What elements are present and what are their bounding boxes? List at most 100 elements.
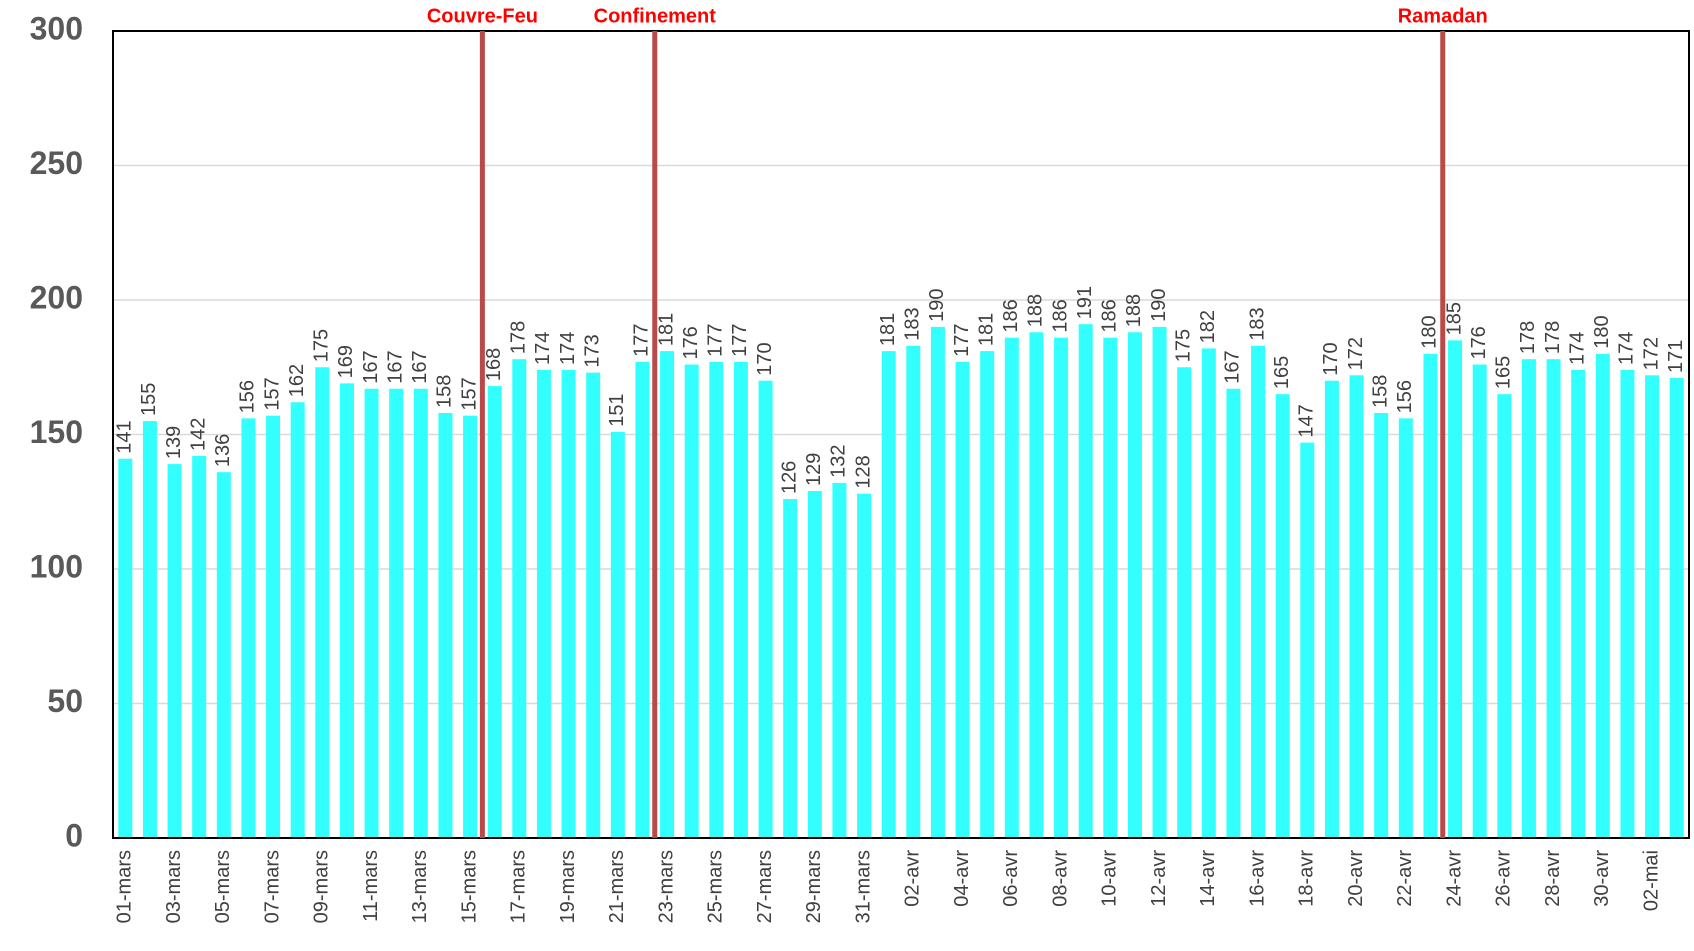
value-label: 141: [114, 420, 136, 453]
value-label: 171: [1665, 340, 1687, 373]
value-label: 168: [483, 348, 505, 381]
bar: [1546, 359, 1561, 838]
value-label: 181: [655, 313, 677, 346]
bar: [930, 326, 945, 838]
bar: [1324, 380, 1339, 838]
value-label: 170: [1320, 342, 1342, 375]
value-label: 183: [902, 307, 924, 340]
bar: [1004, 337, 1019, 838]
x-tick-label: 27-mars: [754, 850, 776, 923]
y-tick-label: 150: [30, 414, 83, 450]
x-tick-label: 16-avr: [1246, 850, 1268, 907]
x-tick-label: 05-mars: [212, 850, 234, 923]
bar: [906, 345, 921, 838]
bar: [1497, 394, 1512, 838]
bar: [1398, 418, 1413, 838]
value-label: 165: [1271, 356, 1293, 389]
bar: [216, 472, 231, 838]
x-tick-label: 23-mars: [655, 850, 677, 923]
bar: [487, 386, 502, 838]
y-tick-label: 50: [47, 683, 83, 719]
value-label: 181: [877, 313, 899, 346]
bar: [1374, 412, 1389, 838]
value-label: 129: [803, 453, 825, 486]
bar: [1029, 332, 1044, 838]
value-label: 170: [754, 342, 776, 375]
bar: [536, 369, 551, 838]
value-label: 167: [1222, 350, 1244, 383]
y-tick-label: 300: [30, 10, 83, 46]
bar: [586, 372, 601, 838]
value-label: 156: [237, 380, 259, 413]
value-label: 162: [286, 364, 308, 397]
bar: [1251, 345, 1266, 838]
value-label: 176: [680, 326, 702, 359]
value-label: 186: [1099, 299, 1121, 332]
bar: [142, 421, 157, 838]
value-label: 167: [409, 350, 431, 383]
value-label: 132: [828, 445, 850, 478]
plot-frame: [112, 30, 1690, 839]
value-label: 186: [1049, 299, 1071, 332]
y-tick-label: 0: [65, 817, 83, 853]
value-label: 178: [1542, 321, 1564, 354]
bar: [758, 380, 773, 838]
value-label: 167: [384, 350, 406, 383]
bar: [1078, 324, 1093, 839]
value-label: 136: [212, 434, 234, 467]
value-label: 188: [1123, 294, 1145, 327]
x-tick-label: 10-avr: [1099, 850, 1121, 907]
bar: [1669, 378, 1684, 838]
value-label: 126: [778, 461, 800, 494]
value-label: 176: [1468, 326, 1490, 359]
value-label: 178: [1517, 321, 1539, 354]
value-label: 147: [1296, 404, 1318, 437]
value-label: 174: [557, 332, 579, 365]
x-tick-label: 19-mars: [557, 850, 579, 923]
value-label: 181: [975, 313, 997, 346]
bar: [1595, 353, 1610, 838]
bar: [709, 361, 724, 838]
value-label: 178: [508, 321, 530, 354]
bar: [241, 418, 256, 838]
bar: [1521, 359, 1536, 838]
x-tick-label: 30-avr: [1591, 850, 1613, 907]
bar: [192, 456, 207, 838]
value-label: 186: [1000, 299, 1022, 332]
y-tick-label: 100: [30, 548, 83, 584]
value-label: 174: [532, 332, 554, 365]
bar: [1054, 337, 1069, 838]
bar: [733, 361, 748, 838]
value-label: 128: [852, 455, 874, 488]
bar: [389, 388, 404, 838]
value-label: 139: [163, 426, 185, 459]
bar: [807, 490, 822, 838]
bar: [339, 383, 354, 838]
bar: [463, 415, 478, 838]
value-label: 174: [1566, 332, 1588, 365]
event-label: Confinement: [594, 5, 717, 27]
x-tick-label: 20-avr: [1345, 850, 1367, 907]
bar: [857, 493, 872, 838]
x-tick-label: 25-mars: [705, 850, 727, 923]
value-label: 156: [1394, 380, 1416, 413]
x-tick-label: 12-avr: [1148, 850, 1170, 907]
value-label: 155: [138, 383, 160, 416]
value-label: 180: [1419, 315, 1441, 348]
value-label: 175: [1172, 329, 1194, 362]
value-label: 177: [951, 323, 973, 356]
x-tick-label: 02-avr: [902, 850, 924, 907]
x-tick-label: 31-mars: [852, 850, 874, 923]
value-label: 151: [606, 393, 628, 426]
value-label: 180: [1591, 315, 1613, 348]
x-tick-label: 15-mars: [458, 850, 480, 923]
value-label: 169: [335, 345, 357, 378]
x-tick-label: 02-mai: [1640, 850, 1662, 911]
bar: [1127, 332, 1142, 838]
value-label: 142: [187, 418, 209, 451]
value-label: 173: [581, 334, 603, 367]
value-label: 172: [1640, 337, 1662, 370]
bar: [1103, 337, 1118, 838]
bar: [1300, 442, 1315, 838]
value-label: 190: [926, 289, 948, 322]
